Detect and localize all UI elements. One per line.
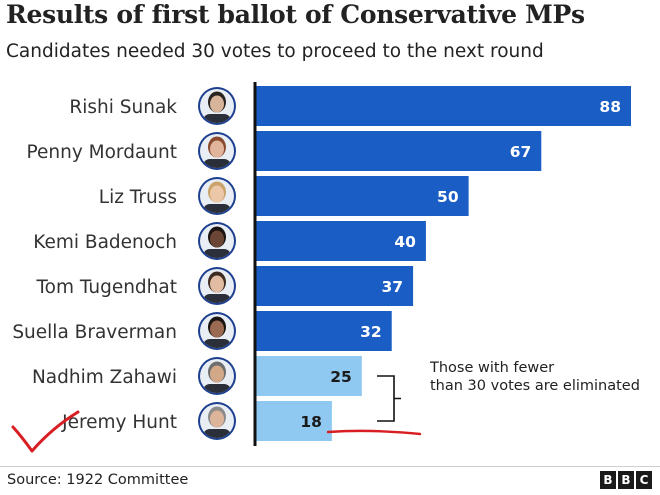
logo-letter: B [600, 471, 616, 489]
value-label: 50 [437, 188, 459, 206]
candidate-avatar [198, 177, 236, 215]
category-label: Nadhim Zahawi [32, 367, 177, 388]
footer-divider [0, 466, 660, 467]
value-label: 18 [300, 413, 322, 431]
value-label: 67 [510, 143, 532, 161]
candidate-avatar [198, 267, 236, 305]
candidate-avatar [198, 402, 236, 440]
candidate-avatar [198, 132, 236, 170]
source-note: Source: 1922 Committee [7, 472, 189, 488]
bar [255, 266, 414, 306]
red-check-mark [11, 410, 80, 453]
bar [255, 311, 392, 351]
bar [255, 356, 362, 396]
value-label: 32 [360, 323, 382, 341]
value-label: 25 [330, 368, 352, 386]
category-label: Tom Tugendhat [35, 277, 177, 298]
bbc-logo: B B C [600, 471, 652, 489]
candidate-avatar [198, 312, 236, 350]
category-label: Suella Braverman [12, 322, 177, 343]
bar [255, 86, 631, 126]
chart-subtitle: Candidates needed 30 votes to proceed to… [6, 41, 544, 62]
category-label: Kemi Badenoch [33, 232, 177, 253]
category-label: Rishi Sunak [69, 97, 177, 118]
threshold-annotation: Those with fewer than 30 votes are elimin… [429, 360, 640, 394]
category-label: Jeremy Hunt [61, 412, 177, 433]
red-underline-mark [326, 429, 422, 436]
bar-chart: Rishi Sunak 88 Penny Mordaunt 67 Liz Truss 50… [11, 82, 640, 453]
eliminated-bracket [377, 375, 401, 422]
candidate-avatar [198, 222, 236, 260]
bar [255, 401, 332, 441]
logo-letter: B [618, 471, 634, 489]
candidate-avatar [198, 87, 236, 125]
bar [255, 131, 542, 171]
candidate-avatar [198, 357, 236, 395]
value-label: 37 [382, 278, 404, 296]
category-label: Penny Mordaunt [26, 142, 177, 163]
category-label: Liz Truss [99, 187, 177, 208]
chart-title: Results of first ballot of Conservative … [6, 0, 585, 29]
value-label: 88 [599, 98, 621, 116]
value-label: 40 [394, 233, 416, 251]
bar [255, 221, 426, 261]
bar [255, 176, 469, 216]
logo-letter: C [636, 471, 652, 489]
